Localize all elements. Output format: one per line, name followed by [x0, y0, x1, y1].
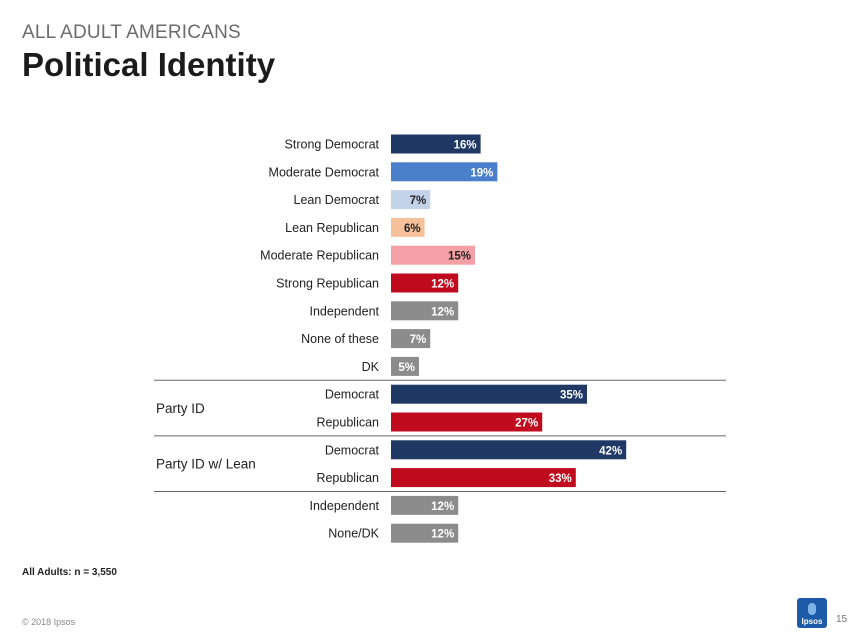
data-label: 19% [470, 167, 493, 179]
category-label: Strong Democrat [285, 138, 380, 152]
page-number: 15 [836, 614, 848, 625]
data-label: 12% [431, 501, 454, 513]
data-label: 12% [431, 306, 454, 318]
bar [391, 412, 543, 432]
slide-kicker: ALL ADULT AMERICANS [22, 22, 241, 43]
data-label: 7% [410, 195, 427, 207]
category-label: Strong Republican [276, 277, 379, 291]
bar [391, 495, 459, 515]
category-label: Lean Democrat [294, 193, 380, 207]
category-label: Independent [309, 499, 379, 513]
data-label: 12% [431, 529, 454, 541]
category-label: None/DK [328, 527, 379, 541]
data-label: 42% [599, 445, 622, 457]
group-label: Party ID [156, 401, 205, 416]
bar [391, 329, 431, 349]
sample-size-note: All Adults: n = 3,550 [22, 567, 117, 578]
category-label: Independent [309, 304, 379, 318]
bar [391, 384, 587, 404]
data-label: 12% [431, 279, 454, 291]
data-label: 7% [410, 334, 427, 346]
data-label: 27% [515, 418, 538, 430]
data-label: 15% [448, 251, 471, 263]
bar [391, 356, 419, 376]
bar [391, 162, 498, 182]
bar [391, 523, 459, 543]
group-label: Party ID w/ Lean [156, 457, 256, 472]
bar [391, 217, 425, 237]
category-label: Moderate Republican [260, 249, 379, 263]
bar [391, 190, 431, 210]
data-label: 5% [398, 362, 415, 374]
logo-text: Ipsos [801, 617, 823, 626]
bar [391, 468, 576, 488]
category-label: None of these [301, 332, 379, 346]
copyright-text: © 2018 Ipsos [22, 617, 76, 627]
bar [391, 301, 459, 321]
category-label: Democrat [325, 388, 380, 402]
data-label: 33% [549, 473, 572, 485]
category-label: DK [362, 360, 380, 374]
bar [391, 273, 459, 293]
data-label: 6% [404, 223, 421, 235]
ipsos-logo: Ipsos [797, 598, 827, 628]
category-label: Moderate Democrat [269, 165, 380, 179]
bar [391, 134, 481, 154]
category-label: Democrat [325, 443, 380, 457]
category-label: Republican [316, 471, 379, 485]
logo-mark-icon [808, 603, 816, 615]
bar [391, 440, 627, 460]
category-label: Republican [316, 416, 379, 430]
category-label: Lean Republican [285, 221, 379, 235]
data-label: 16% [454, 140, 477, 152]
bar [391, 245, 475, 265]
slide-title: Political Identity [22, 46, 276, 83]
data-label: 35% [560, 390, 583, 402]
